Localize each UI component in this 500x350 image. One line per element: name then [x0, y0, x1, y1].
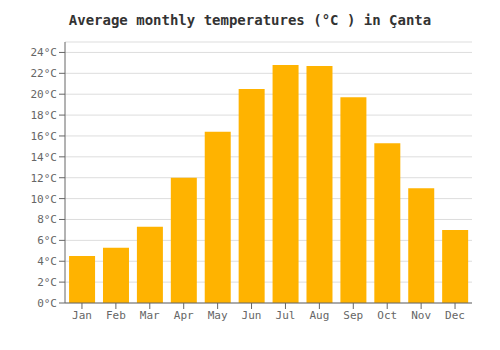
svg-text:24°C: 24°C — [31, 46, 58, 59]
svg-text:Oct: Oct — [377, 309, 397, 322]
html-text:Average monthly temperatures (: Average monthly temperatures (°C ) in Ça… — [68, 12, 432, 28]
svg-text:18°C: 18°C — [31, 109, 58, 122]
svg-text:May: May — [208, 309, 228, 322]
svg-text:Jan: Jan — [72, 309, 92, 322]
svg-text:14°C: 14°C — [31, 151, 58, 164]
svg-text:Nov: Nov — [411, 309, 431, 322]
svg-text:20°C: 20°C — [31, 88, 58, 101]
svg-text:Dec: Dec — [445, 309, 465, 322]
svg-text:10°C: 10°C — [31, 193, 58, 206]
svg-text:12°C: 12°C — [31, 172, 58, 185]
svg-text:Feb: Feb — [106, 309, 126, 322]
svg-text:22°C: 22°C — [31, 67, 58, 80]
svg-text:4°C: 4°C — [37, 255, 57, 268]
svg-text:8°C: 8°C — [37, 213, 57, 226]
svg-text:Jul: Jul — [276, 309, 296, 322]
svg-text:Apr: Apr — [174, 309, 194, 322]
svg-text:Sep: Sep — [343, 309, 363, 322]
svg-text:0°C: 0°C — [37, 297, 57, 310]
svg-text:Aug: Aug — [309, 309, 329, 322]
svg-text:2°C: 2°C — [37, 276, 57, 289]
svg-text:16°C: 16°C — [31, 130, 58, 143]
svg-text:Jun: Jun — [242, 309, 262, 322]
svg-text:Mar: Mar — [140, 309, 160, 322]
svg-text:6°C: 6°C — [37, 234, 57, 247]
